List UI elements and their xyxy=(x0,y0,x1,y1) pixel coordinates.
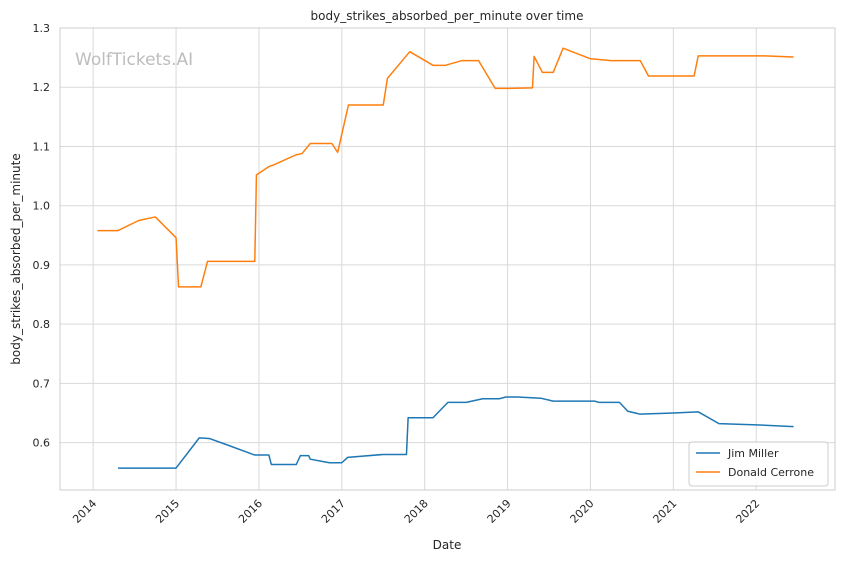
legend: Jim Miller Donald Cerrone xyxy=(688,441,829,487)
y-tick-label: 0.9 xyxy=(33,259,51,272)
chart-title: body_strikes_absorbed_per_minute over ti… xyxy=(311,9,584,23)
x-tick-labels: 2014 2015 2016 2017 2018 2019 2020 2021 2022 xyxy=(70,497,762,526)
x-tick-label: 2019 xyxy=(485,497,514,526)
x-tick-label: 2014 xyxy=(70,497,99,526)
y-tick-label: 1.3 xyxy=(33,22,51,35)
series-line-donald-cerrone xyxy=(97,47,794,288)
y-tick-label: 1.1 xyxy=(33,140,51,153)
legend-label-jim-miller: Jim Miller xyxy=(727,447,779,460)
watermark: WolfTickets.AI xyxy=(75,50,193,70)
x-tick-label: 2020 xyxy=(568,497,597,526)
series-lines xyxy=(97,47,794,469)
y-tick-label: 1.2 xyxy=(33,81,51,94)
x-tick-label: 2022 xyxy=(733,497,762,526)
x-tick-label: 2015 xyxy=(153,497,182,526)
x-axis-label: Date xyxy=(433,538,462,552)
x-tick-label: 2021 xyxy=(650,497,679,526)
y-tick-label: 0.7 xyxy=(33,377,51,390)
y-axis-label: body_strikes_absorbed_per_minute xyxy=(9,153,23,364)
y-tick-labels: 0.6 0.7 0.8 0.9 1.0 1.1 1.2 1.3 xyxy=(33,22,51,450)
plot-frame xyxy=(59,27,836,491)
x-tick-label: 2016 xyxy=(236,497,265,526)
legend-label-donald-cerrone: Donald Cerrone xyxy=(728,466,814,479)
y-tick-label: 0.8 xyxy=(33,318,51,331)
series-line-jim-miller xyxy=(118,396,794,469)
x-tick-label: 2017 xyxy=(319,497,348,526)
y-tick-label: 1.0 xyxy=(33,200,51,213)
x-tick-label: 2018 xyxy=(402,497,431,526)
plot-background xyxy=(60,28,835,490)
legend-box xyxy=(688,441,829,487)
y-tick-label: 0.6 xyxy=(33,437,51,450)
